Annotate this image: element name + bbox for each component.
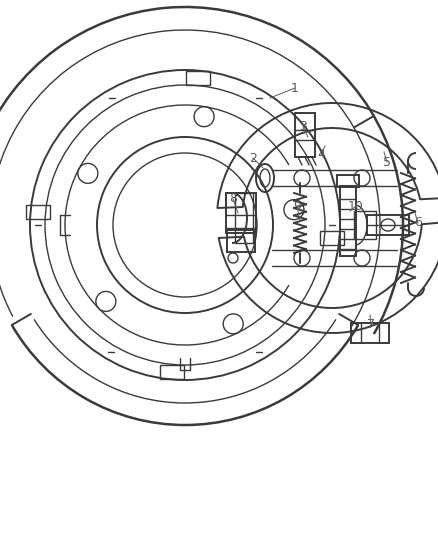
Text: 4: 4	[317, 149, 325, 161]
Bar	[235, 193, 253, 243]
Text: 1: 1	[291, 82, 299, 94]
Bar	[340, 186, 356, 256]
Bar	[226, 193, 256, 233]
Text: 10: 10	[348, 199, 364, 213]
Text: 3: 3	[299, 120, 307, 133]
Text: 5: 5	[383, 156, 391, 168]
Text: 7: 7	[367, 319, 375, 332]
Bar	[337, 175, 359, 187]
Bar	[227, 230, 255, 252]
Text: 6: 6	[414, 216, 422, 230]
Bar	[367, 215, 409, 235]
Text: 2: 2	[249, 151, 257, 165]
Bar	[354, 211, 376, 239]
Text: 9: 9	[293, 199, 301, 213]
Bar	[351, 323, 389, 343]
Text: 8: 8	[229, 192, 237, 206]
